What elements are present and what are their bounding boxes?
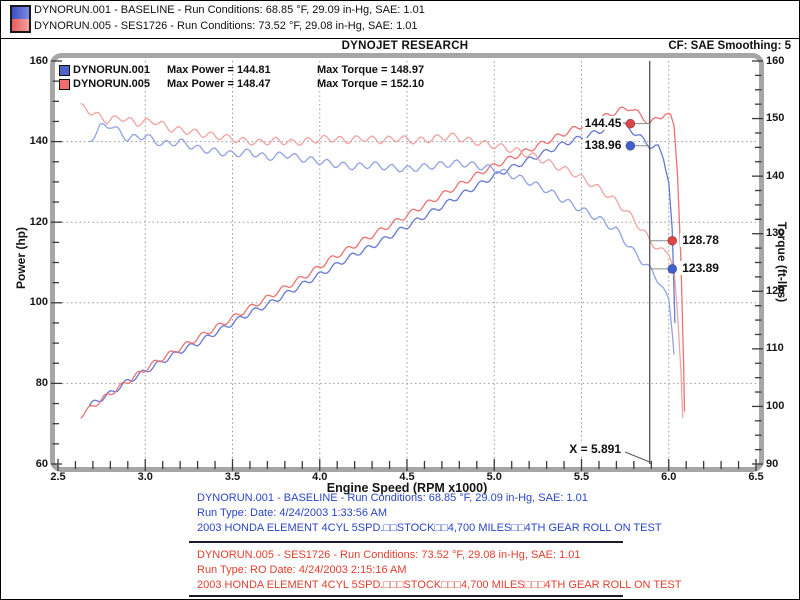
y-right-tick-label: 130 [766,227,785,240]
footer-divider-2 [189,595,623,597]
power-001-curve [88,122,676,406]
cursor-readout-label: 138.96 [582,137,624,152]
y-right-tick-label: 120 [766,284,785,297]
cursor-x-label: X = 5.891 [567,442,623,456]
legend-run2-name: DYNORUN.005 [73,78,151,90]
legend-run1-max-torque: Max Torque = 148.97 [317,64,425,76]
legend-run1-name: DYNORUN.001 [73,64,151,76]
cursor-readout-label: 144.45 [582,115,624,130]
footer-run1-vehicle: 2003 HONDA ELEMENT 4CYL 5SPD.□□STOCK□□4,… [197,522,662,534]
run1-color [12,7,29,19]
dynojet-brand-title: DYNOJET RESEARCH [341,40,469,52]
y-right-tick-label: 160 [766,54,785,67]
y-left-tick-label: 120 [29,215,48,228]
header-divider [1,38,799,39]
x-tick-label: 3.0 [137,471,153,483]
x-tick-label: 2.5 [50,471,66,483]
legend-run1-max-power: Max Power = 144.81 [167,64,271,76]
torque-axis-title: Torque (ft-lbs) [775,221,789,303]
legend-row-run2: DYNORUN.005 Max Power = 148.47 Max Torqu… [59,77,424,91]
legend-swatch-run1 [59,64,70,76]
footer-divider-1 [189,541,623,543]
x-tick-label: 6.5 [748,471,764,483]
x-tick-label: 5.5 [573,471,590,483]
header-run1-conditions: DYNORUN.001 - BASELINE - Run Conditions:… [34,4,425,16]
y-left-tick-label: 100 [29,296,48,309]
y-right-tick-label: 150 [766,112,785,125]
legend-swatch-run2 [59,78,70,90]
y-right-tick-label: 110 [766,342,784,355]
x-tick-label: 5.0 [486,471,502,483]
cursor-readout-dot [625,118,636,129]
y-right-tick-label: 100 [766,399,785,412]
y-left-tick-label: 140 [29,135,48,148]
y-right-tick-label: 140 [766,169,785,182]
x-tick-label: 6.0 [661,471,677,483]
y-left-tick-label: 160 [29,54,48,67]
legend-run2-max-torque: Max Torque = 152.10 [317,78,425,90]
legend-row-run1: DYNORUN.001 Max Power = 144.81 Max Torqu… [59,63,424,77]
cursor-readout-label: 123.89 [680,260,721,275]
cursor-readout-dot [667,263,678,274]
x-tick-label: 4.5 [399,471,415,483]
y-left-tick-label: 60 [35,457,48,470]
y-left-tick-label: 80 [35,376,48,389]
correction-smoothing-label: CF: SAE Smoothing: 5 [668,40,791,52]
cursor-readout-label: 128.78 [680,232,721,247]
run-color-swatch [10,5,31,33]
torque-005-curve [80,102,684,418]
power-005-curve [80,106,686,419]
footer-run1-conditions: DYNORUN.001 - BASELINE - Run Conditions:… [197,492,588,504]
torque-001-curve [89,122,675,355]
legend-run2-max-power: Max Power = 148.47 [167,78,271,90]
header-run2-conditions: DYNORUN.005 - SES1726 - Run Conditions: … [34,20,418,32]
cursor-x-leader-line [624,451,650,463]
footer-run1-type-date: Run Type: Date: 4/24/2003 1:33:56 AM [197,507,387,519]
footer-run2-conditions: DYNORUN.005 - SES1726 - Run Conditions: … [197,549,581,561]
cursor-readout-dot [625,140,636,151]
y-right-tick-label: 90 [766,457,779,470]
x-tick-label: 3.5 [224,471,241,483]
footer-run2-vehicle: 2003 HONDA ELEMENT 4CYL 5SPD.□□□STOCK□□□… [197,579,682,591]
x-axis-title: Engine Speed (RPM x1000) [326,481,488,495]
cursor-readout-dot [667,235,678,246]
x-tick-label: 4.0 [312,471,328,483]
run2-color [12,19,29,31]
footer-run2-type-date: Run Type: RO Date: 4/24/2003 2:15:16 AM [197,564,407,576]
